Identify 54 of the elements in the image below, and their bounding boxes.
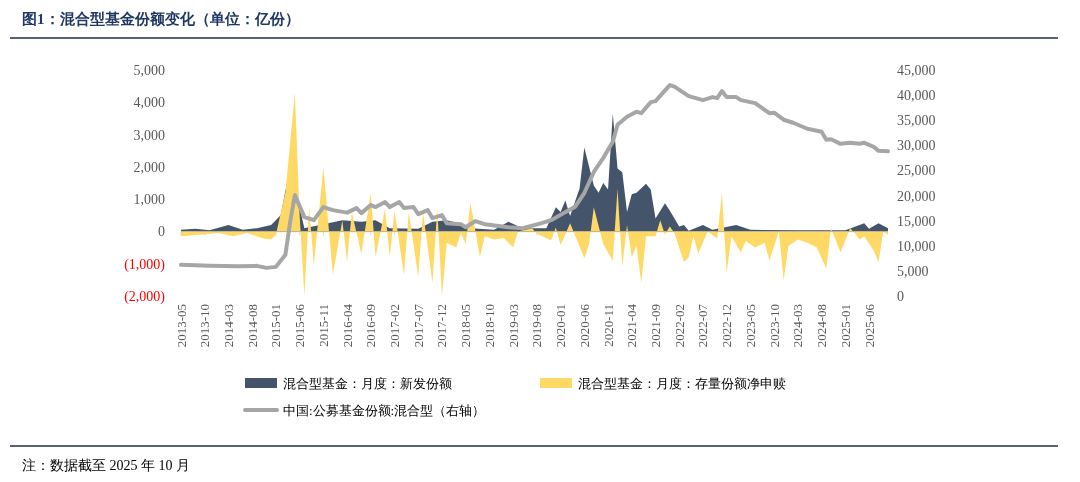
x-tick-label: 2016-04 [339,303,355,348]
y-tick-label: 2,000 [133,159,165,175]
y2-tick-label: 35,000 [897,113,936,129]
legend-label: 中国:公募基金份额:混合型（右轴） [283,403,486,418]
x-tick-label: 2022-07 [695,303,711,348]
line-series [179,83,890,270]
y2-tick-label: 40,000 [897,88,936,104]
x-tick-label: 2018-05 [458,304,474,348]
y2-tick-label: 0 [897,289,904,304]
y-tick-label: (2,000) [124,289,166,305]
x-tick-label: 2017-02 [387,304,403,348]
x-tick-label: 2019-03 [505,304,521,348]
x-tick-label: 2014-03 [220,304,236,348]
x-tick-label: 2015-01 [268,304,284,348]
x-tick-label: 2020-11 [600,304,616,347]
x-tick-label: 2024-03 [790,304,806,348]
title: 图1：混合型基金份额变化（单位：亿份） [22,11,300,27]
x-tick-label: 2017-12 [434,304,450,348]
x-tick-label: 2021-04 [624,303,640,348]
y2-tick-label: 15,000 [897,213,936,229]
x-tick-label: 2015-06 [292,303,308,348]
y-tick-label: 4,000 [133,95,165,111]
x-tick-label: 2014-08 [244,304,260,348]
y2-tick-label: 20,000 [897,188,936,204]
x-tick-label: 2023-05 [742,304,758,348]
x-tick-label: 2013-05 [173,304,189,348]
x-tick-label: 2025-01 [837,304,853,348]
y2-tick-label: 5,000 [897,263,929,279]
x-tick-label: 2017-07 [410,303,426,348]
x-tick-label: 2020-06 [576,303,592,348]
x-tick-label: 2020-01 [553,304,569,348]
y2-tick-label: 25,000 [897,163,936,179]
x-tick-label: 2013-10 [197,304,213,348]
text: 注：数据截至 2025 年 10 月 [22,458,190,473]
y-tick-label: 0 [158,224,165,240]
legend-label: 混合型基金：月度：新发份额 [283,376,452,391]
y-tick-label: 1,000 [133,192,165,208]
y-tick-label: 3,000 [133,127,165,143]
y2-tick-label: 10,000 [897,238,936,254]
x-tick-label: 2016-09 [363,304,379,348]
x-tick-label: 2021-09 [648,304,663,348]
x-tick-label: 2019-08 [529,304,545,348]
x-tick-label: 2025-06 [861,303,877,348]
y-tick-label: (1,000) [124,256,166,273]
y2-tick-label: 30,000 [897,138,936,154]
y-tick-label: 5,000 [133,63,165,78]
x-tick-label: 2018-10 [481,304,497,348]
x-tick-label: 2015-11 [315,304,331,347]
x-tick-label: 2022-02 [671,304,687,348]
x-tick-label: 2022-12 [719,304,735,348]
y2-tick-label: 45,000 [897,63,936,78]
legend-label: 混合型基金：月度：存量份额净申赎 [578,376,786,391]
x-tick-label: 2023-10 [766,304,782,348]
x-tick-label: 2024-08 [814,304,830,348]
